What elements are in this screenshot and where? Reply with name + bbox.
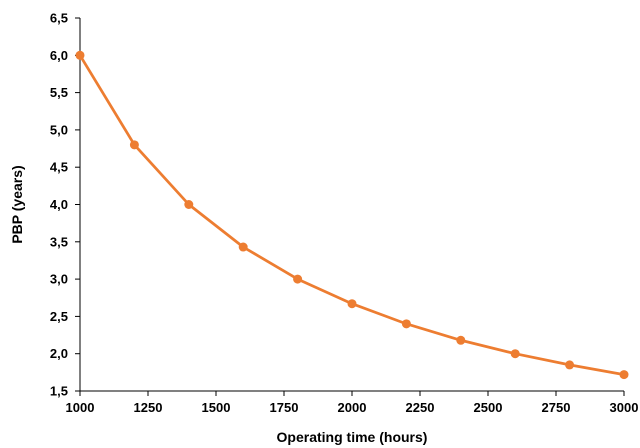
x-tick-label: 2500 xyxy=(474,400,503,415)
chart-axes xyxy=(79,18,624,392)
y-tick-label: 3,0 xyxy=(50,272,68,287)
y-tick-label: 2,5 xyxy=(50,309,68,324)
data-point xyxy=(565,360,575,370)
x-tick-label: 1000 xyxy=(66,400,95,415)
x-tick-label: 1250 xyxy=(134,400,163,415)
y-tick-label: 2,0 xyxy=(50,346,68,361)
y-tick-label: 1,5 xyxy=(50,384,68,399)
x-axis-title: Operating time (hours) xyxy=(277,429,428,445)
x-tick-label: 1500 xyxy=(202,400,231,415)
data-point xyxy=(75,50,85,60)
y-tick-label: 5,0 xyxy=(50,122,68,137)
x-axis-ticks: 1000 1250 1500 1750 2000 2250 2500 2750 3000 xyxy=(66,391,639,415)
y-tick-label: 4,0 xyxy=(50,197,68,212)
x-tick-label: 3000 xyxy=(610,400,639,415)
x-tick-label: 2000 xyxy=(338,400,367,415)
y-axis-title: PBP (years) xyxy=(9,165,25,243)
y-tick-label: 6,5 xyxy=(50,11,68,26)
y-tick-label: 6,0 xyxy=(50,48,68,63)
y-tick-label: 5,5 xyxy=(50,85,68,100)
x-tick-label: 2250 xyxy=(406,400,435,415)
data-point xyxy=(129,140,139,150)
data-point xyxy=(238,242,248,252)
data-point xyxy=(293,274,303,284)
series-layer xyxy=(75,50,629,380)
y-tick-label: 3,5 xyxy=(50,234,68,249)
data-point xyxy=(456,335,466,345)
y-axis-ticks: 1,5 2,0 2,5 3,0 3,5 4,0 4,5 5,0 5,5 6,0 6,5 xyxy=(50,11,80,399)
data-point xyxy=(510,349,520,359)
data-point xyxy=(401,319,411,329)
data-point xyxy=(184,200,194,209)
x-tick-label: 2750 xyxy=(542,400,571,415)
data-point xyxy=(619,370,629,380)
x-tick-label: 1750 xyxy=(270,400,299,415)
y-tick-label: 4,5 xyxy=(50,160,68,175)
data-point xyxy=(347,299,357,309)
series-line xyxy=(78,53,626,376)
